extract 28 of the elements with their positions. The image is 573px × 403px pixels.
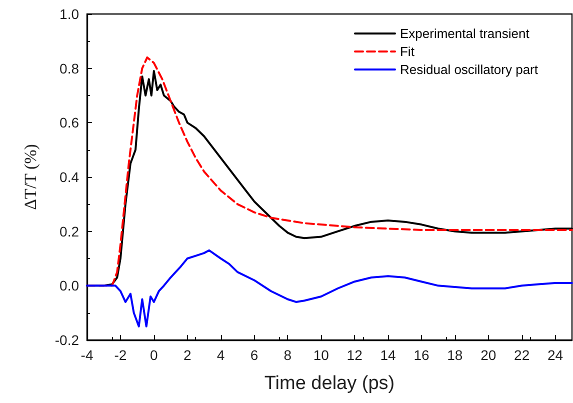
x-tick-label: 24 [547, 347, 564, 363]
x-tick-label: 22 [514, 347, 530, 363]
legend-label: Experimental transient [400, 26, 530, 41]
x-tick-label: 4 [216, 347, 225, 363]
y-tick-label: 0.2 [60, 223, 80, 240]
x-tick-label: 8 [284, 347, 292, 363]
legend-label: Fit [400, 44, 415, 59]
x-tick-label: 12 [346, 347, 363, 363]
legend-label: Residual oscillatory part [400, 62, 538, 77]
y-tick-label: 0.8 [60, 60, 80, 76]
y-tick-label: 0.0 [60, 278, 80, 294]
x-tick-label: 20 [480, 347, 496, 363]
x-tick-label: 6 [250, 347, 258, 363]
x-tick-label: -2 [114, 347, 127, 363]
x-axis-title: Time delay (ps) [264, 373, 395, 394]
y-tick-label: 0.6 [60, 114, 80, 131]
line-series [86, 249, 573, 328]
y-axis-title: ΔT/T (%) [21, 144, 40, 210]
x-tick-label: 10 [313, 347, 330, 363]
y-tick-label: 0.4 [60, 169, 80, 185]
x-tick-label: 0 [150, 347, 158, 363]
y-tick-label: 1.0 [60, 6, 80, 22]
x-tick-label: 18 [447, 347, 463, 363]
x-tick-label: 16 [414, 347, 430, 363]
x-tick-label: -4 [80, 347, 94, 363]
y-tick-label: -0.2 [54, 332, 80, 348]
x-tick-label: 14 [380, 347, 396, 363]
x-tick-label: 2 [183, 347, 192, 363]
